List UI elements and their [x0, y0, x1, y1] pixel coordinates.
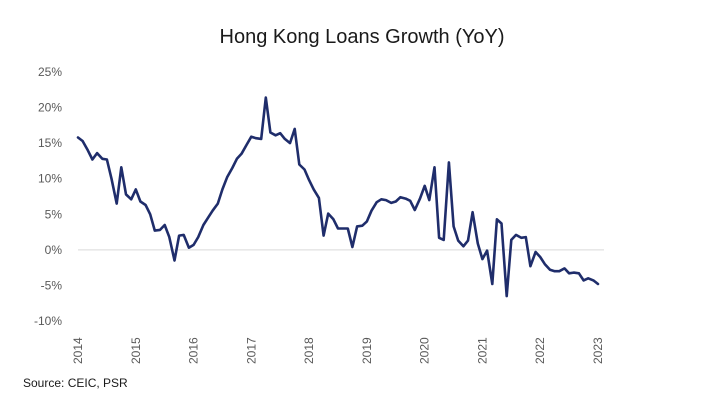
x-tick-label: 2020: [418, 337, 432, 364]
y-tick-label: 10%: [38, 172, 62, 186]
y-tick-label: -10%: [34, 314, 62, 328]
y-axis-tick-labels: 25% 20% 15% 10% 5% 0% -5% -10%: [34, 65, 62, 328]
y-tick-label: 5%: [45, 207, 63, 221]
x-tick-label: 2022: [533, 337, 547, 364]
y-tick-label: 25%: [38, 65, 62, 79]
x-tick-label: 2014: [71, 337, 85, 364]
series-line: [76, 96, 600, 298]
x-tick-label: 2016: [187, 337, 201, 364]
x-tick-label: 2018: [302, 337, 316, 364]
source-note: Source: CEIC, PSR: [23, 376, 128, 390]
y-tick-label: 20%: [38, 101, 62, 115]
y-tick-label: 15%: [38, 136, 62, 150]
x-tick-label: 2017: [244, 337, 258, 364]
y-tick-label: -5%: [41, 278, 63, 292]
x-tick-label: 2021: [475, 337, 489, 364]
chart-title: Hong Kong Loans Growth (YoY): [219, 26, 505, 48]
y-tick-label: 0%: [45, 243, 63, 257]
x-tick-label: 2019: [360, 337, 374, 364]
x-tick-label: 2015: [129, 337, 143, 364]
x-axis-tick-labels: 2014 2015 2016 2017 2018 2019 2020 2021 2022 2023: [71, 337, 605, 364]
x-tick-label: 2023: [591, 337, 605, 364]
